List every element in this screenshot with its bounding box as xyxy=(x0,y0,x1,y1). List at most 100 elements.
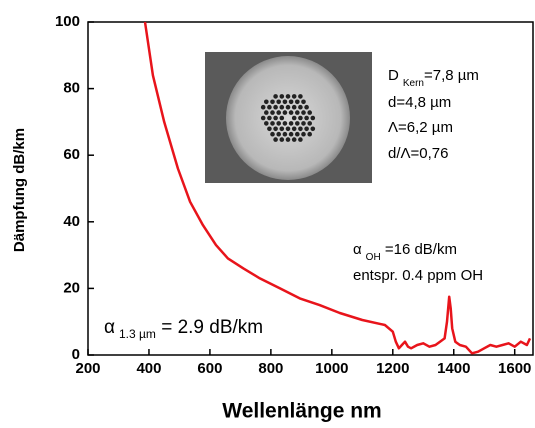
y-tick-label: 40 xyxy=(63,213,80,230)
fiber-hole xyxy=(310,126,316,132)
fiber-hole xyxy=(291,115,297,121)
annotation-text: entspr. 0.4 ppm OH xyxy=(353,267,483,284)
fiber-hole xyxy=(260,104,266,110)
fiber-hole xyxy=(276,99,282,105)
fiber-hole xyxy=(291,104,297,110)
fiber-hole xyxy=(288,121,294,126)
fiber-hole xyxy=(307,121,313,126)
annotation-text: d=4,8 µm xyxy=(388,94,451,111)
fiber-hole xyxy=(288,131,294,137)
annotation-text: =16 dB/km xyxy=(381,241,457,258)
fiber-hole xyxy=(298,94,303,99)
fiber-hole xyxy=(264,121,269,126)
fiber-hole xyxy=(279,94,285,99)
fiber-hole xyxy=(270,110,275,115)
annotation: α 1.3 µm = 2.9 dB/km xyxy=(104,317,263,341)
x-tick-label: 1600 xyxy=(498,360,531,377)
fiber-photo xyxy=(205,52,372,183)
annotation-subscript: 1.3 µm xyxy=(119,327,156,341)
fiber-hole xyxy=(304,126,309,132)
fiber-hole xyxy=(282,110,288,115)
fiber-hole xyxy=(273,104,278,110)
fiber-hole xyxy=(282,99,288,105)
fiber-hole xyxy=(307,110,313,115)
fiber-hole xyxy=(291,94,297,99)
fiber-hole xyxy=(279,115,285,121)
fiber-hole xyxy=(285,126,291,132)
fiber-hole xyxy=(264,110,269,115)
y-axis-label: Dämpfung dB/km xyxy=(11,128,28,252)
fiber-hole xyxy=(279,126,285,132)
annotation-subscript: Kern xyxy=(403,78,424,89)
annotation-text: D xyxy=(388,67,399,84)
fiber-hole xyxy=(276,110,282,115)
fiber-hole xyxy=(267,115,272,121)
plot-frame xyxy=(87,21,534,356)
y-tick-label: 20 xyxy=(63,279,80,296)
fiber-hole xyxy=(301,110,306,115)
fiber-hole xyxy=(301,99,306,105)
x-tick-label: 400 xyxy=(136,360,161,377)
fiber-hole xyxy=(307,131,313,137)
fiber-hole xyxy=(273,126,278,132)
attenuation-line xyxy=(143,21,532,355)
fiber-hole xyxy=(298,137,303,142)
fiber-hole xyxy=(282,131,288,137)
fiber-hole xyxy=(298,104,303,110)
fiber-hole xyxy=(279,137,285,142)
annotation: α OH =16 dB/km xyxy=(353,241,457,263)
fiber-hole xyxy=(291,126,297,132)
fiber-hole xyxy=(260,115,266,121)
fiber-hole xyxy=(276,131,282,137)
annotation-text: α xyxy=(353,241,362,258)
fiber-hole xyxy=(282,121,288,126)
fiber-hole xyxy=(285,104,291,110)
fiber-hole xyxy=(295,99,300,105)
annotation: D Kern=7,8 µm xyxy=(388,67,479,89)
y-tick-label: 80 xyxy=(63,80,80,97)
fiber-hole xyxy=(267,104,272,110)
fiber-hole xyxy=(270,121,275,126)
fiber-hole xyxy=(304,104,309,110)
fiber-hole xyxy=(267,126,272,132)
fiber-hole xyxy=(298,115,303,121)
annotation-text: d/Λ=0,76 xyxy=(388,145,448,162)
fiber-hole xyxy=(310,115,316,121)
y-tick-label: 0 xyxy=(72,346,80,363)
fiber-hole xyxy=(301,121,306,126)
annotation-subscript: OH xyxy=(366,252,381,263)
annotation-text: Λ=6,2 µm xyxy=(388,119,453,136)
annotation: d/Λ=0,76 xyxy=(388,145,448,162)
fiber-hole xyxy=(291,137,297,142)
fiber-hole xyxy=(273,94,278,99)
annotation: Λ=6,2 µm xyxy=(388,119,453,136)
y-tick-label: 100 xyxy=(55,13,80,30)
fiber-hole xyxy=(273,115,278,121)
x-axis-label: Wellenlänge nm xyxy=(222,400,381,423)
fiber-hole xyxy=(304,115,309,121)
annotation: entspr. 0.4 ppm OH xyxy=(353,267,483,284)
fiber-hole xyxy=(273,137,278,142)
fiber-hole xyxy=(285,137,291,142)
annotation: d=4,8 µm xyxy=(388,94,451,111)
x-tick-label: 1000 xyxy=(315,360,348,377)
annotation-text: =7,8 µm xyxy=(424,67,479,84)
fiber-hole xyxy=(276,121,282,126)
fiber-hole xyxy=(264,99,269,105)
x-tick-label: 600 xyxy=(197,360,222,377)
fiber-hole xyxy=(288,99,294,105)
fiber-hole xyxy=(288,110,294,115)
x-tick-label: 1400 xyxy=(437,360,470,377)
annotation-text: α xyxy=(104,317,115,338)
fiber-hole xyxy=(270,131,275,137)
fiber-hole xyxy=(270,99,275,105)
fiber-hole xyxy=(285,94,291,99)
x-tick-label: 800 xyxy=(258,360,283,377)
fiber-hole xyxy=(301,131,306,137)
fiber-hole xyxy=(295,110,300,115)
x-tick-label: 200 xyxy=(75,360,100,377)
y-tick-label: 60 xyxy=(63,146,80,163)
fiber-hole xyxy=(295,121,300,126)
fiber-hole xyxy=(298,126,303,132)
